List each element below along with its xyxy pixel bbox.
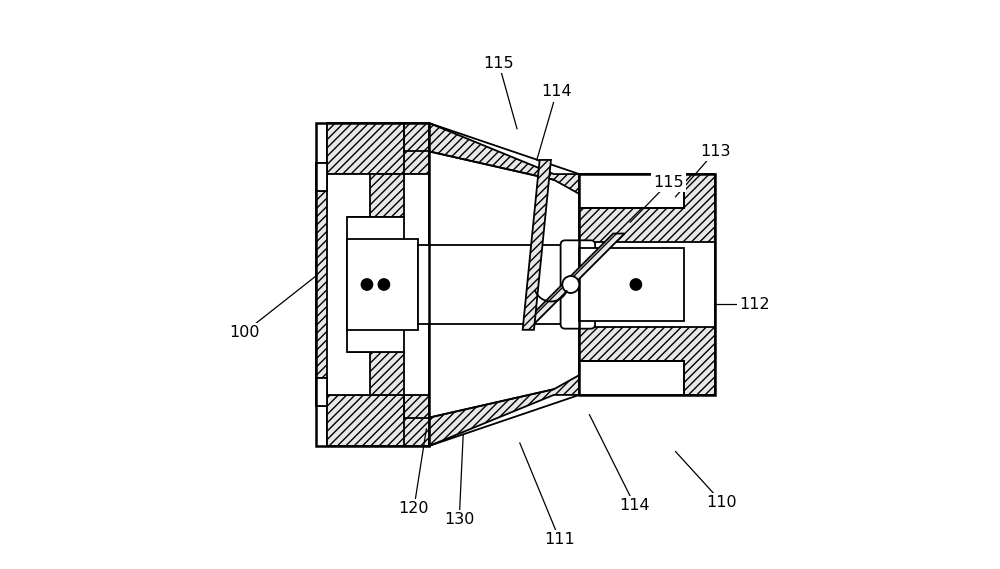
Bar (327, 174, 429, 395)
Bar (579, 174, 715, 395)
Circle shape (361, 279, 373, 290)
Bar (418, 245, 571, 324)
Bar (579, 242, 715, 327)
Text: 120: 120 (399, 501, 429, 516)
Polygon shape (316, 123, 429, 446)
Text: 114: 114 (541, 84, 572, 100)
Polygon shape (316, 163, 327, 191)
Polygon shape (523, 160, 551, 330)
Bar (579, 174, 684, 208)
Text: 112: 112 (739, 297, 770, 312)
Polygon shape (316, 378, 327, 406)
Text: 114: 114 (619, 498, 650, 513)
Text: 110: 110 (707, 495, 737, 510)
Bar (327, 123, 404, 174)
Polygon shape (327, 395, 429, 446)
Bar (579, 248, 684, 321)
Polygon shape (347, 352, 404, 395)
Bar (316, 163, 327, 191)
Bar (316, 378, 327, 406)
Polygon shape (429, 375, 579, 446)
Bar (316, 123, 429, 446)
Bar (579, 174, 715, 395)
Text: 115: 115 (653, 175, 684, 190)
Text: 113: 113 (700, 144, 730, 159)
Text: 115: 115 (484, 56, 514, 71)
Polygon shape (523, 233, 625, 324)
Bar (327, 151, 404, 174)
Polygon shape (347, 174, 404, 217)
Bar (327, 395, 404, 418)
Text: 111: 111 (544, 532, 575, 547)
Bar (327, 395, 404, 446)
Circle shape (630, 279, 642, 290)
Bar (579, 361, 684, 395)
Text: 130: 130 (444, 512, 474, 527)
Bar (347, 217, 404, 352)
Bar (347, 239, 418, 330)
Text: 100: 100 (229, 325, 259, 340)
Circle shape (378, 279, 390, 290)
Circle shape (562, 276, 579, 293)
Polygon shape (429, 123, 579, 194)
Polygon shape (327, 123, 429, 174)
FancyBboxPatch shape (561, 240, 595, 329)
